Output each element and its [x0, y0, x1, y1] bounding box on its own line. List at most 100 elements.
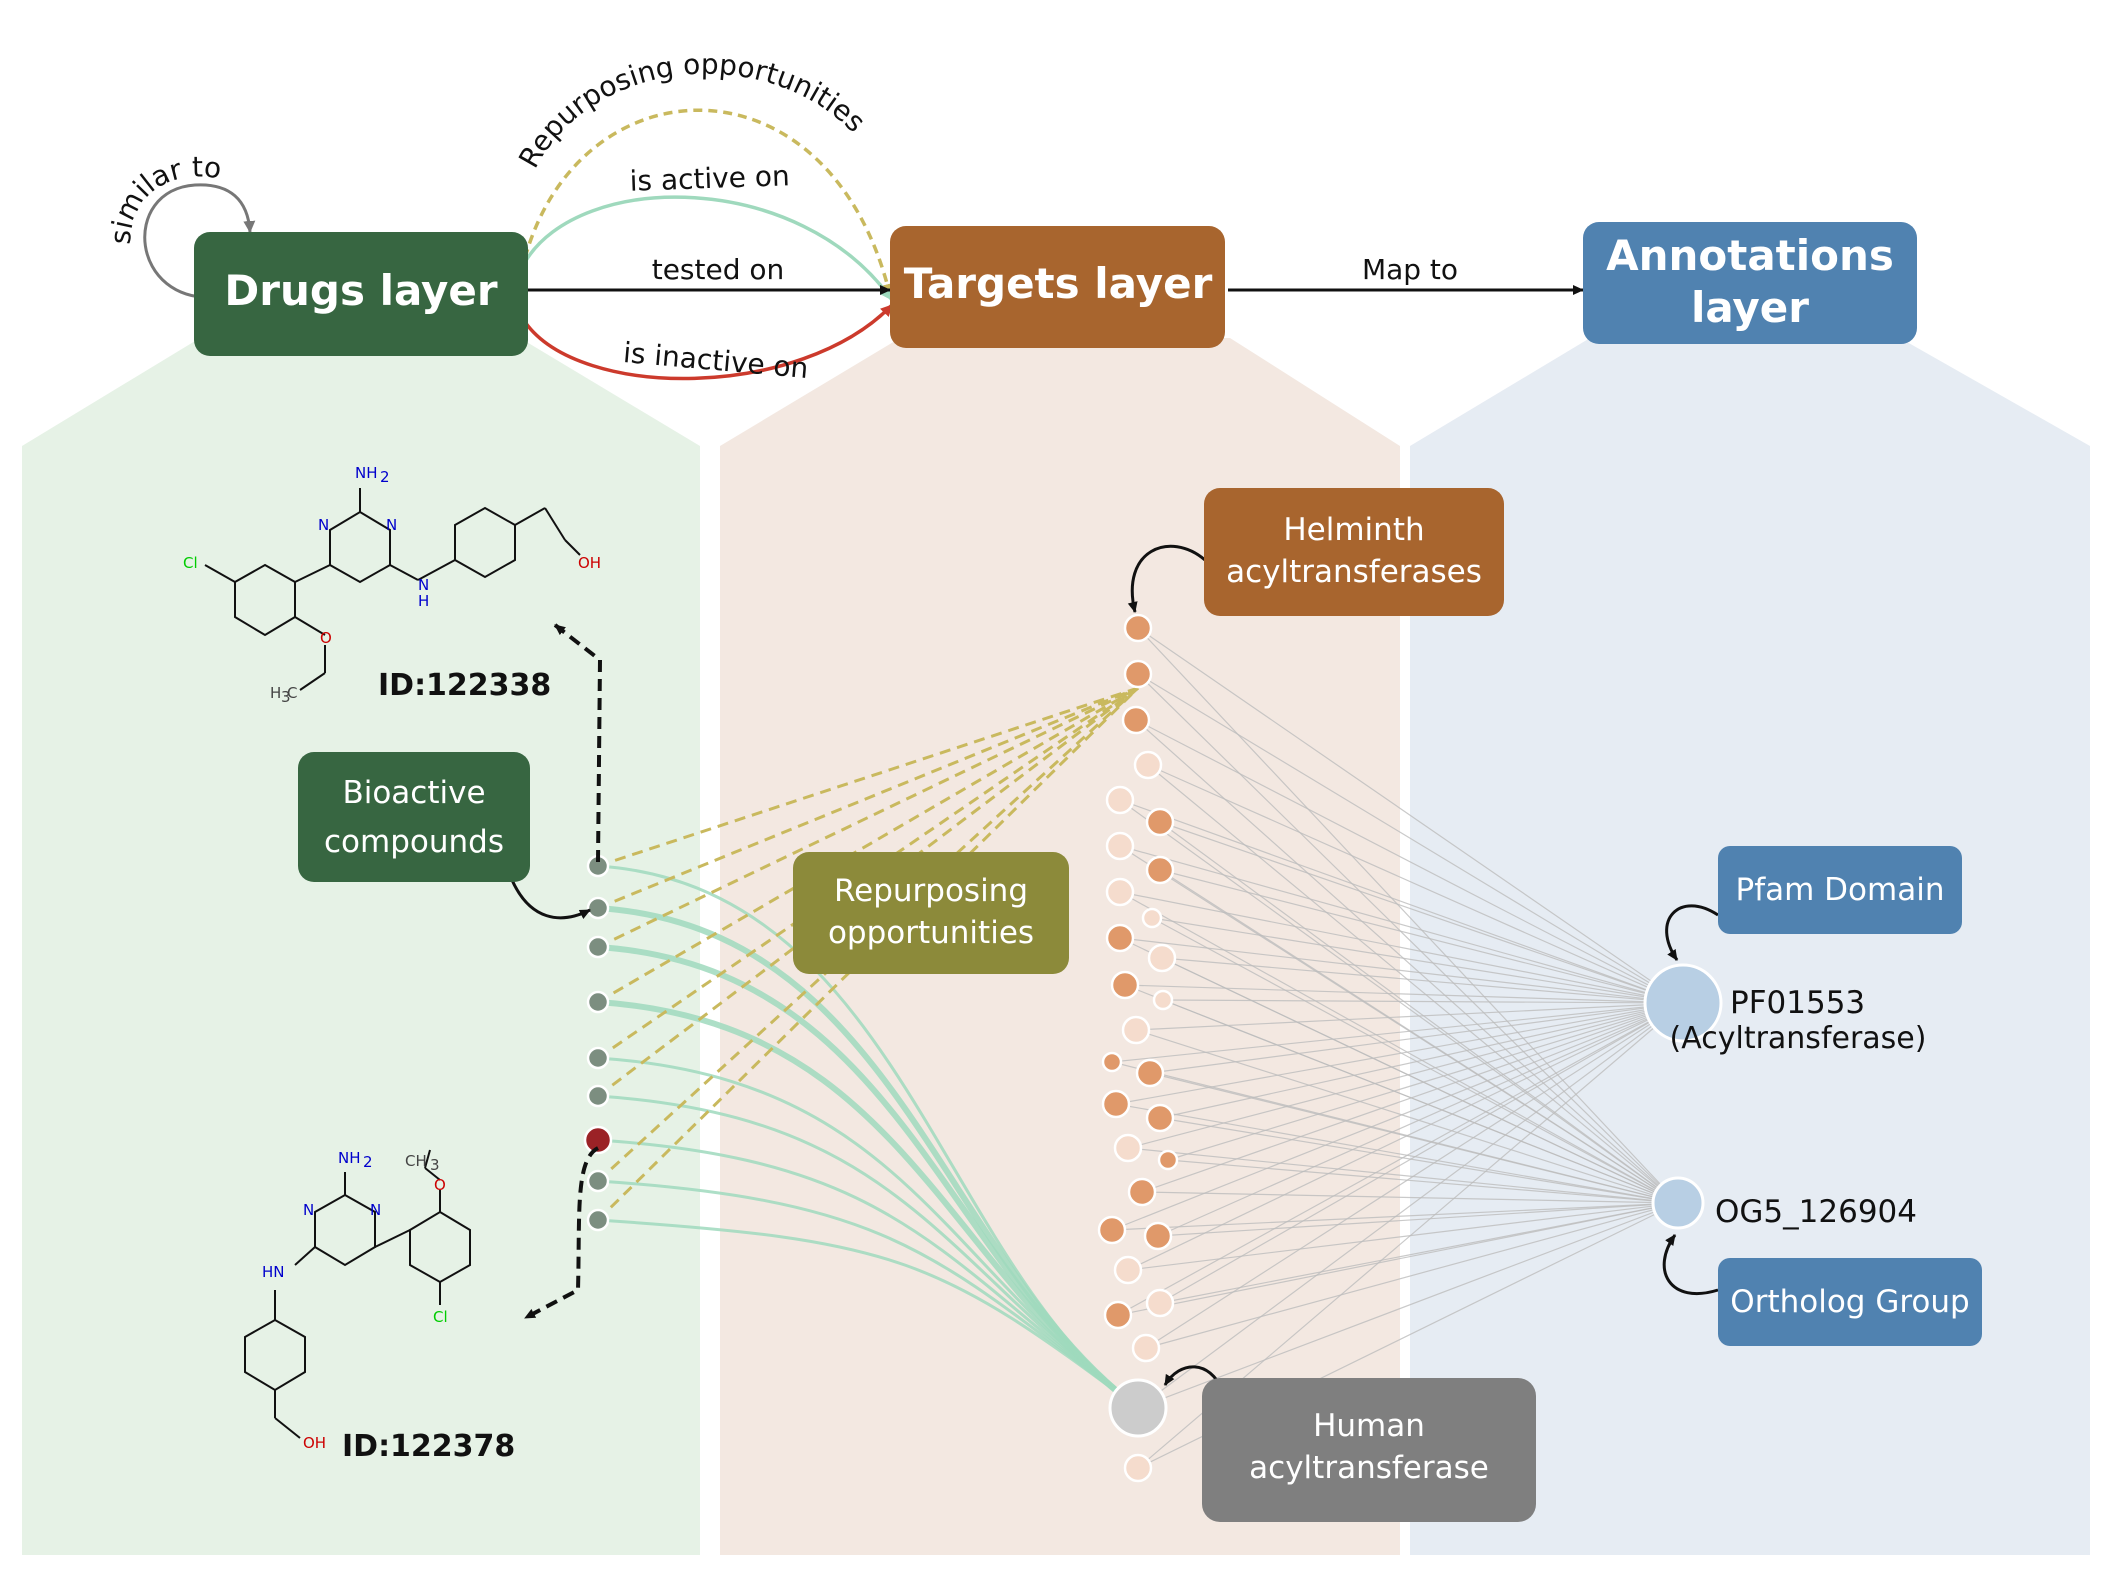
- helminth-box[interactable]: Helminth acyltransferases: [1204, 488, 1504, 616]
- repurposing-link: [597, 686, 1139, 910]
- compound-node: [586, 1169, 610, 1193]
- target-pfam-link: [1137, 627, 1684, 1004]
- target-pfam-link: [1124, 984, 1684, 1004]
- repurposing-line1: Repurposing: [834, 873, 1028, 909]
- svg-text:2: 2: [363, 1153, 373, 1171]
- ortholog-box-label: Ortholog Group: [1730, 1284, 1969, 1320]
- svg-text:Cl: Cl: [433, 1308, 448, 1326]
- compound-node: [586, 1046, 610, 1070]
- helminth-line2: acyltransferases: [1226, 554, 1482, 590]
- bioactive-pointer: [510, 879, 591, 920]
- compound-id-bottom: ID:122378: [342, 1429, 515, 1464]
- svg-text:Cl: Cl: [183, 554, 198, 572]
- svg-text:CH: CH: [405, 1152, 427, 1170]
- svg-text:N: N: [303, 1201, 314, 1219]
- svg-text:3: 3: [281, 688, 291, 706]
- ortholog-pointer: [1662, 1234, 1719, 1296]
- target-node: [1113, 1255, 1143, 1285]
- target-pfam-link: [1151, 917, 1684, 1004]
- compound-node: [583, 1125, 613, 1155]
- repurposing-edge: [523, 108, 894, 296]
- svg-text:C: C: [287, 684, 297, 702]
- target-node: [1145, 855, 1175, 885]
- target-pfam-link: [1147, 764, 1684, 1004]
- drugs-layer-box[interactable]: Drugs layer: [194, 232, 528, 356]
- human-box[interactable]: Human acyltransferase: [1202, 1378, 1536, 1522]
- pfam-pointer: [1665, 904, 1719, 961]
- target-og-link: [1119, 891, 1679, 1204]
- svg-text:3: 3: [430, 1156, 440, 1174]
- active-link: [597, 1218, 1139, 1410]
- target-pfam-link: [1119, 937, 1684, 1004]
- active-link: [597, 1056, 1139, 1410]
- compound-id-top: ID:122338: [378, 668, 551, 703]
- repurposing-link: [597, 686, 1139, 949]
- target-node: [1135, 1058, 1165, 1088]
- bioactive-line2: compounds: [324, 824, 504, 860]
- target-node: [1103, 1300, 1133, 1330]
- target-pfam-link: [1159, 821, 1684, 1004]
- target-node: [1110, 970, 1140, 1000]
- target-node: [1141, 907, 1163, 929]
- pfam-box[interactable]: Pfam Domain: [1718, 846, 1962, 934]
- target-og-link: [1159, 869, 1679, 1204]
- repurposing-edge-label: Repurposing opportunities: [512, 48, 872, 174]
- compound-structure-top: [204, 488, 581, 691]
- target-pfam-link: [1149, 1002, 1684, 1074]
- compound-node: [586, 935, 610, 959]
- ortholog-box[interactable]: Ortholog Group: [1718, 1258, 1982, 1346]
- dashed-arrow-bottom: [524, 1146, 600, 1320]
- is-active-label: is active on: [629, 159, 790, 198]
- target-pfam-link: [1157, 1002, 1684, 1237]
- svg-text:H: H: [270, 684, 281, 702]
- target-pfam-link: [1115, 1002, 1684, 1105]
- target-pfam-link: [1159, 1002, 1684, 1119]
- target-pfam-link: [1161, 957, 1684, 1004]
- is-active-edge: [523, 195, 894, 302]
- annotations-panel: [1410, 338, 2090, 1555]
- repurposing-line2: opportunities: [828, 915, 1034, 951]
- target-node: [1101, 1089, 1131, 1119]
- target-pfam-link: [1135, 1002, 1684, 1031]
- repurposing-box[interactable]: Repurposing opportunities: [793, 852, 1069, 974]
- is-inactive-edge: [523, 303, 894, 381]
- target-pfam-link: [1159, 869, 1684, 1004]
- target-node: [1157, 1149, 1179, 1171]
- target-node: [1131, 1333, 1161, 1363]
- active-link: [597, 1094, 1139, 1410]
- pfam-node[interactable]: [1643, 963, 1723, 1043]
- compound-labels-top: NH 2 N N N H Cl O OH H 3 C: [183, 464, 601, 706]
- target-pfam-link: [1119, 891, 1684, 1004]
- target-og-link: [1149, 1072, 1679, 1204]
- tested-on-label: tested on: [652, 253, 785, 286]
- ortholog-node[interactable]: [1651, 1176, 1705, 1230]
- svg-text:NH: NH: [338, 1149, 361, 1167]
- target-node: [1145, 1288, 1175, 1318]
- dashed-arrow-top: [553, 623, 603, 863]
- similar-to-loop: [143, 183, 256, 299]
- target-node: [1123, 613, 1153, 643]
- compound-node: [586, 896, 610, 920]
- annotations-layer-title-line1: Annotations: [1606, 231, 1894, 280]
- annotations-layer-title-line2: layer: [1691, 283, 1809, 332]
- annotations-layer-box[interactable]: Annotations layer: [1583, 222, 1917, 344]
- target-pfam-link: [1159, 1002, 1684, 1304]
- targets-layer-title: Targets layer: [904, 259, 1213, 308]
- svg-text:N: N: [386, 516, 397, 534]
- target-og-link: [1127, 1147, 1679, 1204]
- target-node: [1123, 659, 1153, 689]
- human-target-node: [1108, 1378, 1168, 1438]
- target-node: [1145, 1103, 1175, 1133]
- bioactive-box[interactable]: Bioactive compounds: [298, 752, 530, 882]
- repurposing-link: [597, 686, 1139, 1004]
- svg-text:N: N: [318, 516, 329, 534]
- svg-text:OH: OH: [578, 554, 601, 572]
- target-node: [1097, 1215, 1127, 1245]
- active-link: [597, 1138, 1139, 1410]
- target-annotation-edges: [1111, 627, 1684, 1469]
- target-og-link: [1161, 957, 1679, 1204]
- svg-text:HN: HN: [262, 1263, 285, 1281]
- target-pfam-link: [1111, 1002, 1684, 1231]
- target-node: [1123, 1453, 1153, 1483]
- targets-layer-box[interactable]: Targets layer: [890, 226, 1225, 348]
